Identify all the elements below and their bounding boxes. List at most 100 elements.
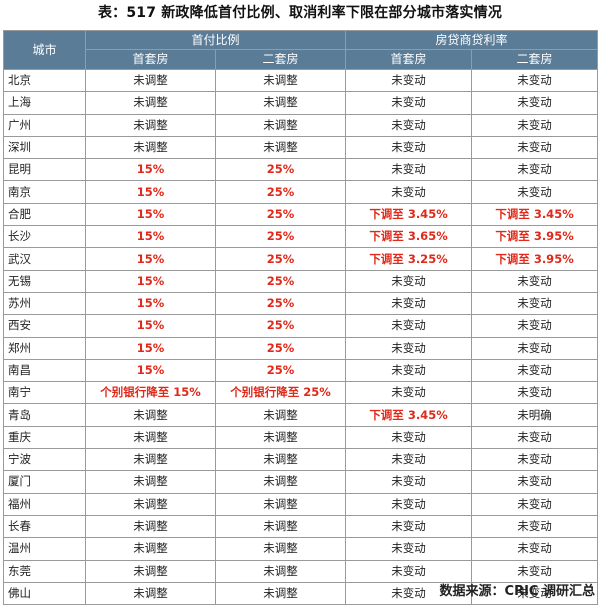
second-home-rate-cell: 未变动 [471, 537, 599, 561]
first-home-rate-cell: 未变动 [345, 448, 473, 472]
second-home-rate-cell: 未变动 [471, 381, 599, 405]
second-home-down-payment-cell: 未调整 [214, 68, 347, 93]
second-home-down-payment-cell: 25% [214, 202, 347, 227]
table-row: 合肥 15% 25% 下调至 3.45% 下调至 3.45% [3, 202, 599, 227]
table-row: 广州 未调整 未调整 未变动 未变动 [3, 113, 599, 137]
first-home-rate-cell: 下调至 3.45% [345, 403, 473, 427]
second-home-down-payment-cell: 未调整 [214, 135, 347, 160]
second-home-down-payment-cell: 未调整 [214, 581, 347, 605]
header-down-payment: 首付比例 [84, 30, 347, 50]
city-cell: 厦门 [3, 470, 86, 494]
table-row: 东莞 未调整 未调整 未变动 未变动 [3, 559, 599, 583]
subheader-second-home-down-payment: 二套房 [214, 49, 347, 70]
second-home-down-payment-cell: 25% [214, 225, 347, 249]
table-row: 无锡 15% 25% 未变动 未变动 [3, 269, 599, 293]
second-home-down-payment-cell: 未调整 [214, 113, 347, 137]
first-home-rate-cell: 下调至 3.45% [345, 202, 473, 227]
first-home-rate-cell: 未变动 [345, 537, 473, 561]
city-cell: 合肥 [3, 202, 86, 227]
header-city: 城市 [3, 30, 86, 70]
first-home-rate-cell: 未变动 [345, 314, 473, 338]
first-home-rate-cell: 未变动 [345, 180, 473, 204]
first-home-down-payment-cell: 15% [85, 225, 216, 249]
second-home-down-payment-cell: 25% [214, 358, 347, 383]
second-home-down-payment-cell: 未调整 [214, 492, 347, 516]
table-row: 上海 未调整 未调整 未变动 未变动 [3, 91, 599, 115]
first-home-down-payment-cell: 15% [85, 358, 216, 383]
table-row: 北京 未调整 未调整 未变动 未变动 [3, 68, 599, 93]
table-row: 昆明 15% 25% 未变动 未变动 [3, 158, 599, 182]
city-cell: 北京 [3, 68, 86, 93]
first-home-rate-cell: 未变动 [345, 381, 473, 405]
city-cell: 上海 [3, 91, 86, 115]
table-row: 郑州 15% 25% 未变动 未变动 [3, 336, 599, 360]
table-row: 深圳 未调整 未调整 未变动 未变动 [3, 135, 599, 160]
first-home-rate-cell: 未变动 [345, 470, 473, 494]
table-title: 表：517 新政降低首付比例、取消利率下限在部分城市落实情况 [97, 5, 503, 21]
subheader-first-home-rate: 首套房 [345, 49, 473, 70]
first-home-rate-cell: 未变动 [345, 68, 473, 93]
second-home-down-payment-cell: 25% [214, 269, 347, 293]
city-cell: 无锡 [3, 269, 86, 293]
second-home-down-payment-cell: 未调整 [214, 514, 347, 539]
second-home-rate-cell: 未变动 [471, 68, 599, 93]
table-row: 长沙 15% 25% 下调至 3.65% 下调至 3.95% [3, 225, 599, 249]
first-home-down-payment-cell: 15% [85, 158, 216, 182]
city-cell: 武汉 [3, 247, 86, 271]
first-home-down-payment-cell: 15% [85, 336, 216, 360]
first-home-down-payment-cell: 未调整 [85, 91, 216, 115]
second-home-rate-cell: 未变动 [471, 113, 599, 137]
second-home-rate-cell: 未变动 [471, 291, 599, 316]
city-cell: 南昌 [3, 358, 86, 383]
first-home-down-payment-cell: 未调整 [85, 403, 216, 427]
subheader-first-home-down-payment: 首套房 [85, 49, 216, 70]
city-cell: 深圳 [3, 135, 86, 160]
first-home-rate-cell: 未变动 [345, 336, 473, 360]
city-cell: 东莞 [3, 559, 86, 583]
table-row: 青岛 未调整 未调整 下调至 3.45% 未明确 [3, 403, 599, 427]
first-home-down-payment-cell: 15% [85, 247, 216, 271]
second-home-rate-cell: 下调至 3.45% [471, 202, 599, 227]
second-home-down-payment-cell: 25% [214, 247, 347, 271]
city-cell: 昆明 [3, 158, 86, 182]
second-home-down-payment-cell: 未调整 [214, 537, 347, 561]
city-cell: 福州 [3, 492, 86, 516]
second-home-rate-cell: 未变动 [471, 158, 599, 182]
table-row: 佛山 未调整 未调整 未变动 未变动 [3, 581, 599, 605]
table-body: 北京 未调整 未调整 未变动 未变动 上海 未调整 未调整 未变动 未变动 广州 未调整 未调整 未变动未… [3, 68, 599, 605]
first-home-down-payment-cell: 未调整 [85, 470, 216, 494]
second-home-down-payment-cell: 未调整 [214, 470, 347, 494]
second-home-down-payment-cell: 未调整 [214, 448, 347, 472]
second-home-down-payment-cell: 未调整 [214, 403, 347, 427]
first-home-down-payment-cell: 未调整 [85, 537, 216, 561]
city-cell: 南宁 [3, 381, 86, 405]
first-home-down-payment-cell: 15% [85, 269, 216, 293]
first-home-rate-cell: 未变动 [345, 113, 473, 137]
first-home-rate-cell: 未变动 [345, 91, 473, 115]
second-home-rate-cell: 未变动 [471, 425, 599, 450]
first-home-down-payment-cell: 15% [85, 314, 216, 338]
first-home-down-payment-cell: 个别银行降至 15% [85, 381, 216, 405]
first-home-rate-cell: 未变动 [345, 135, 473, 160]
second-home-rate-cell: 未变动 [471, 581, 599, 605]
second-home-down-payment-cell: 25% [214, 180, 347, 204]
table-row: 武汉 15% 25% 下调至 3.25% 下调至 3.95% [3, 247, 599, 271]
city-cell: 长沙 [3, 225, 86, 249]
second-home-down-payment-cell: 未调整 [214, 91, 347, 115]
subheader-second-home-rate: 二套房 [471, 49, 599, 70]
second-home-rate-cell: 未变动 [471, 358, 599, 383]
second-home-rate-cell: 未变动 [471, 514, 599, 539]
second-home-rate-cell: 未变动 [471, 559, 599, 583]
first-home-down-payment-cell: 15% [85, 202, 216, 227]
first-home-down-payment-cell: 未调整 [85, 425, 216, 450]
first-home-down-payment-cell: 未调整 [85, 68, 216, 93]
city-cell: 广州 [3, 113, 86, 137]
second-home-rate-cell: 下调至 3.95% [471, 225, 599, 249]
second-home-rate-cell: 未变动 [471, 180, 599, 204]
city-cell: 青岛 [3, 403, 86, 427]
table-row: 南京 15% 25% 未变动 未变动 [3, 180, 599, 204]
city-cell: 苏州 [3, 291, 86, 316]
second-home-rate-cell: 未变动 [471, 448, 599, 472]
second-home-down-payment-cell: 未调整 [214, 559, 347, 583]
